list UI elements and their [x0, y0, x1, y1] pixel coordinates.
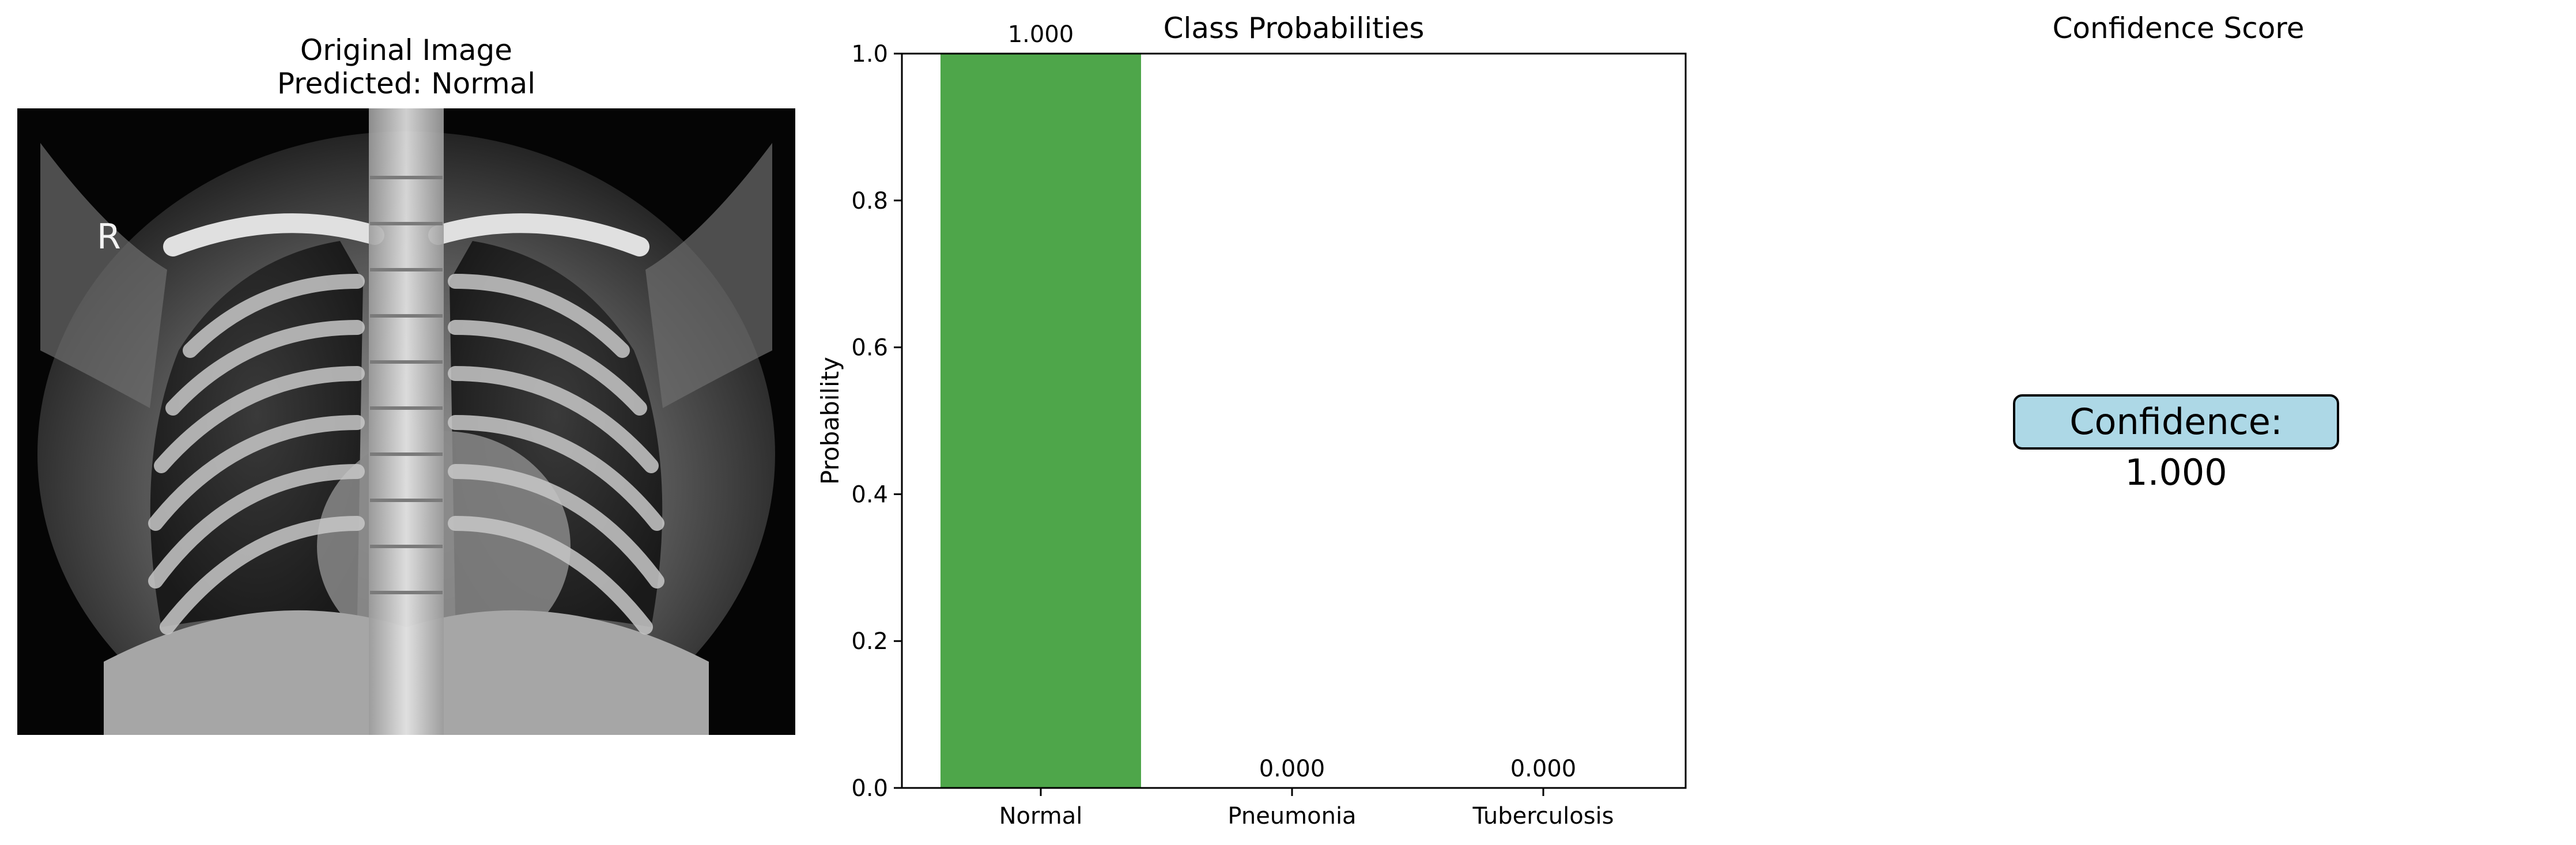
- xray-marker: R: [97, 217, 121, 257]
- confidence-title: Confidence Score: [2052, 12, 2305, 45]
- plot-frame: [901, 52, 1687, 789]
- y-tick-label-4: 0.8: [851, 188, 888, 214]
- bar-normal: [940, 54, 1141, 788]
- chart-title: Class Probabilities: [1163, 12, 1425, 45]
- xray-image: R: [17, 108, 795, 777]
- y-axis-label: Probability: [816, 357, 844, 485]
- y-tick-label-2: 0.4: [851, 481, 888, 508]
- x-tick-label-pneumonia: Pneumonia: [1227, 803, 1356, 829]
- x-tick-label-normal: Normal: [999, 803, 1083, 829]
- value-label-tuberculosis: 0.000: [1510, 756, 1577, 782]
- y-tick-label-3: 0.6: [851, 335, 888, 361]
- value-label-normal: 1.000: [1008, 21, 1074, 48]
- xray-title-line1: Original Image: [300, 33, 513, 67]
- xray-title: Original Image Predicted: Normal: [17, 33, 795, 100]
- confidence-box: Confidence: 1.000: [2013, 394, 2339, 493]
- y-tick-label-5: 1.0: [851, 41, 888, 67]
- chest-xray-drawing: R: [17, 108, 795, 777]
- xray-title-line2: Predicted: Normal: [277, 67, 536, 100]
- value-label-pneumonia: 0.000: [1259, 756, 1325, 782]
- y-tick-label-1: 0.2: [851, 628, 888, 655]
- x-tick-label-tuberculosis: Tuberculosis: [1472, 803, 1614, 829]
- y-tick-label-0: 0.0: [851, 775, 888, 802]
